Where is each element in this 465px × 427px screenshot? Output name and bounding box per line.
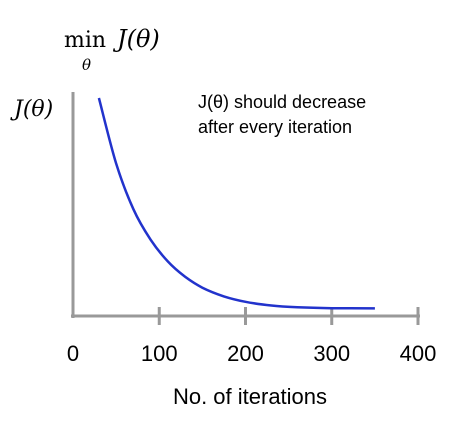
formula-expr: J(θ)	[112, 25, 160, 53]
annotation-line-2: after every iteration	[198, 117, 352, 137]
x-axis-tick-labels: 0 100 200 300 400	[67, 341, 436, 366]
x-tick-label-200: 200	[227, 341, 264, 366]
x-axis-ticks	[157, 307, 420, 325]
formula-min: min	[64, 28, 106, 53]
x-tick-label-300: 300	[313, 341, 350, 366]
y-axis-label: J(θ)	[10, 97, 53, 122]
x-tick-label-100: 100	[141, 341, 178, 366]
cost-curve	[97, 97, 375, 310]
x-tick-label-0: 0	[67, 341, 79, 366]
x-tick-label-400: 400	[400, 341, 437, 366]
annotation-line-1: J(θ) should decrease	[198, 92, 366, 112]
formula-sub: θ	[82, 56, 91, 74]
x-axis-label: No. of iterations	[173, 384, 327, 409]
